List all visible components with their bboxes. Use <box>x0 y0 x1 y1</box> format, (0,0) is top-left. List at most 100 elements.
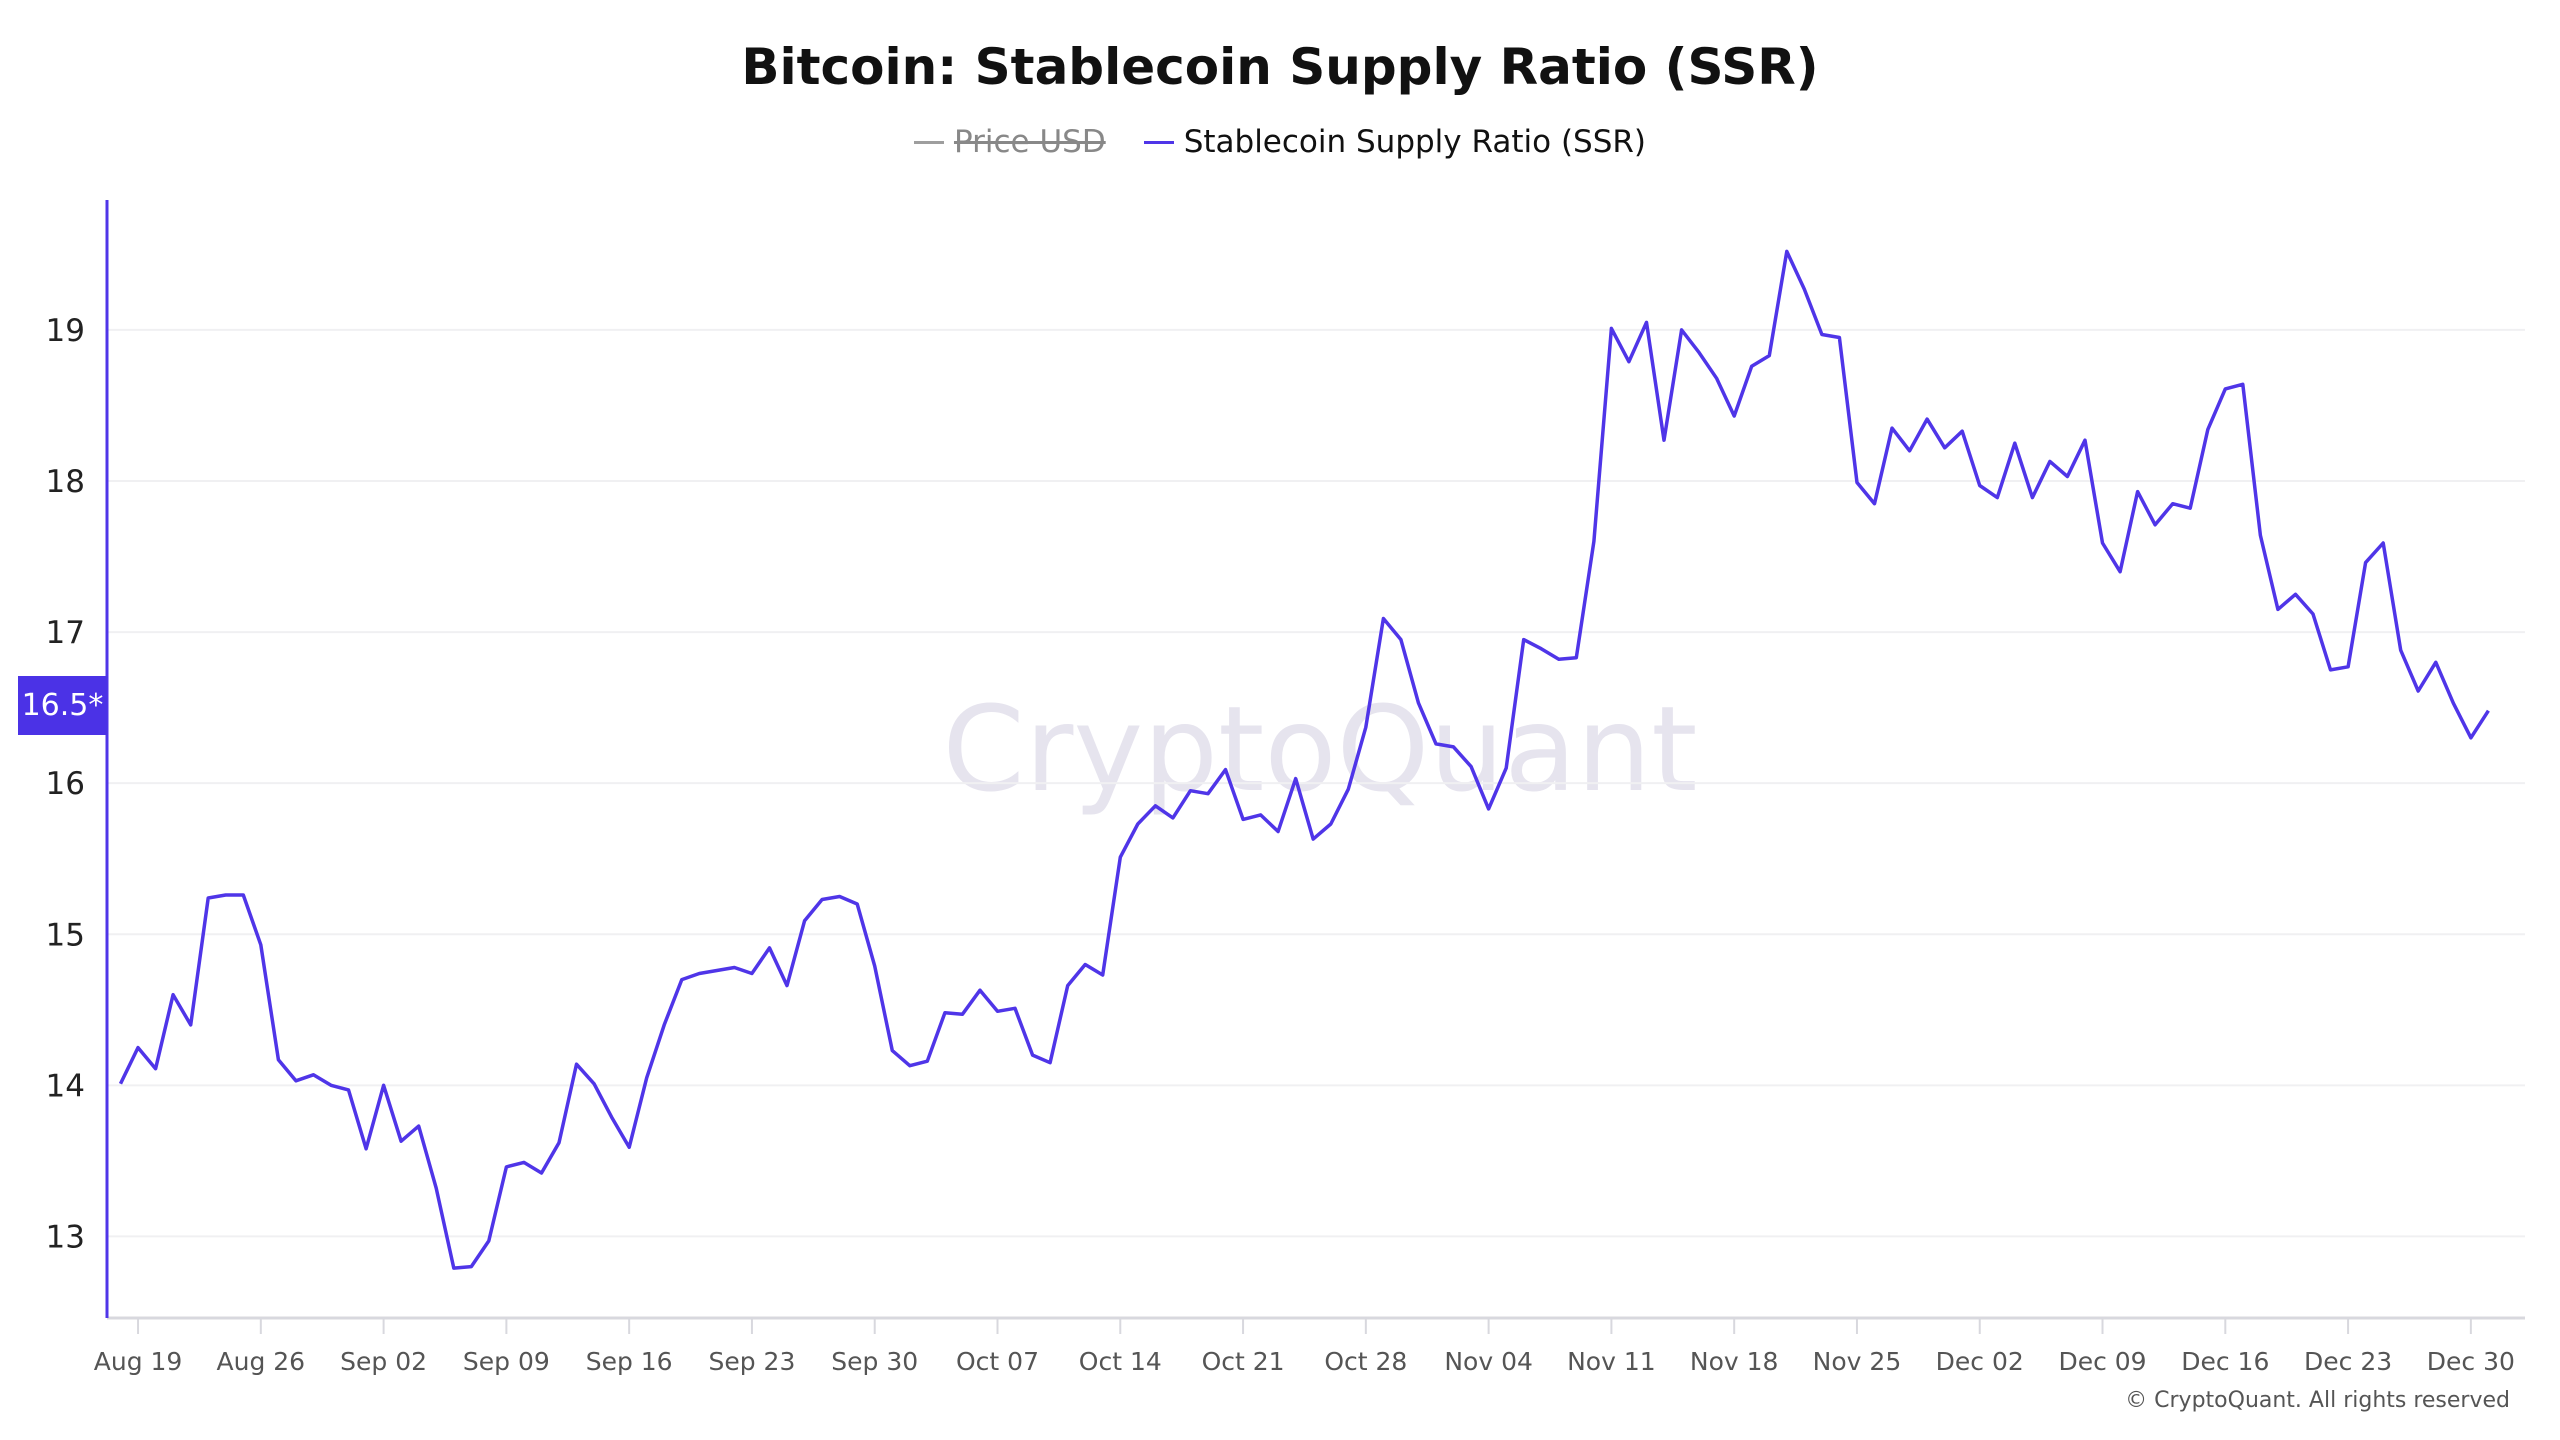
data-point <box>1785 249 1789 253</box>
data-point <box>329 1083 333 1087</box>
data-point <box>697 972 701 976</box>
data-point <box>1802 287 1806 291</box>
x-tick-label: Sep 30 <box>831 1347 918 1376</box>
data-point <box>662 1023 666 1027</box>
data-point <box>1434 742 1438 746</box>
data-point <box>2223 387 2227 391</box>
data-point <box>522 1160 526 1164</box>
data-point <box>2311 612 2315 616</box>
data-point <box>136 1046 140 1050</box>
x-tick-label: Sep 23 <box>708 1347 795 1376</box>
data-point <box>855 902 859 906</box>
data-point <box>1609 326 1613 330</box>
data-point <box>1539 647 1543 651</box>
data-point <box>680 978 684 982</box>
data-point <box>487 1239 491 1243</box>
data-point <box>364 1147 368 1151</box>
data-point <box>1171 816 1175 820</box>
data-point <box>2153 523 2157 527</box>
data-point <box>890 1049 894 1053</box>
data-point <box>119 1082 123 1086</box>
data-point <box>1837 335 1841 339</box>
data-point <box>627 1145 631 1149</box>
data-point <box>1294 777 1298 781</box>
data-point <box>1732 414 1736 418</box>
y-tick-label: 18 <box>46 464 85 500</box>
data-point <box>1101 973 1105 977</box>
data-point <box>908 1064 912 1068</box>
legend-item-price-usd[interactable]: Price USD <box>913 124 1106 160</box>
data-point <box>1136 822 1140 826</box>
data-point <box>2136 490 2140 494</box>
data-point <box>224 893 228 897</box>
data-point <box>1469 765 1473 769</box>
data-point <box>241 893 245 897</box>
data-point <box>1241 817 1245 821</box>
data-point <box>1697 351 1701 355</box>
data-point <box>1276 830 1280 834</box>
data-point <box>1487 807 1491 811</box>
data-point <box>820 898 824 902</box>
data-point <box>575 1062 579 1066</box>
data-point <box>1750 364 1754 368</box>
data-point <box>2048 459 2052 463</box>
data-point <box>2030 496 2034 500</box>
y-tick-label: 19 <box>46 313 85 349</box>
data-point <box>1381 616 1385 620</box>
data-point <box>1452 745 1456 749</box>
data-point <box>1890 426 1894 430</box>
data-point <box>1960 429 1964 433</box>
data-point <box>715 969 719 973</box>
data-point <box>1416 701 1420 705</box>
x-tick-label: Dec 02 <box>1936 1347 2024 1376</box>
data-point <box>311 1073 315 1077</box>
data-point <box>2451 701 2455 705</box>
data-point <box>2206 428 2210 432</box>
legend-swatch-ssr <box>1143 140 1174 144</box>
data-point <box>1083 962 1087 966</box>
data-point <box>1820 332 1824 336</box>
data-point <box>1031 1053 1035 1057</box>
x-tick-label: Aug 26 <box>217 1347 306 1376</box>
data-point <box>732 965 736 969</box>
x-tick-label: Oct 14 <box>1079 1347 1162 1376</box>
legend-item-ssr[interactable]: Stablecoin Supply Ratio (SSR) <box>1143 124 1646 160</box>
data-point <box>838 894 842 898</box>
data-point <box>1627 360 1631 364</box>
x-tick-label: Dec 30 <box>2427 1347 2515 1376</box>
x-tick-label: Sep 16 <box>586 1347 673 1376</box>
data-point <box>1943 446 1947 450</box>
data-point <box>785 984 789 988</box>
x-tick-label: Dec 09 <box>2058 1347 2146 1376</box>
data-point <box>1259 813 1263 817</box>
data-point <box>1504 766 1508 770</box>
data-point <box>382 1083 386 1087</box>
data-point <box>767 946 771 950</box>
data-point <box>259 943 263 947</box>
data-point <box>504 1165 508 1169</box>
data-point <box>750 972 754 976</box>
data-point <box>2293 592 2297 596</box>
data-point <box>2118 570 2122 574</box>
x-tick-label: Oct 21 <box>1202 1347 1285 1376</box>
data-point <box>557 1141 561 1145</box>
data-point <box>1153 804 1157 808</box>
x-tick-label: Sep 09 <box>463 1347 550 1376</box>
data-point <box>434 1186 438 1190</box>
data-point <box>978 988 982 992</box>
y-tick-label: 17 <box>46 615 85 651</box>
x-tick-label: Dec 23 <box>2304 1347 2392 1376</box>
data-point <box>2346 665 2350 669</box>
data-point <box>2469 736 2473 740</box>
data-point <box>1013 1006 1017 1010</box>
y-tick-label: 13 <box>46 1219 85 1255</box>
data-point <box>2171 502 2175 506</box>
data-point <box>610 1115 614 1119</box>
data-point <box>1680 328 1684 332</box>
data-point <box>2434 660 2438 664</box>
x-tick-label: Oct 07 <box>956 1347 1039 1376</box>
y-tick-label: 16 <box>46 766 85 802</box>
data-point <box>1206 792 1210 796</box>
data-point <box>452 1266 456 1270</box>
data-point <box>539 1171 543 1175</box>
